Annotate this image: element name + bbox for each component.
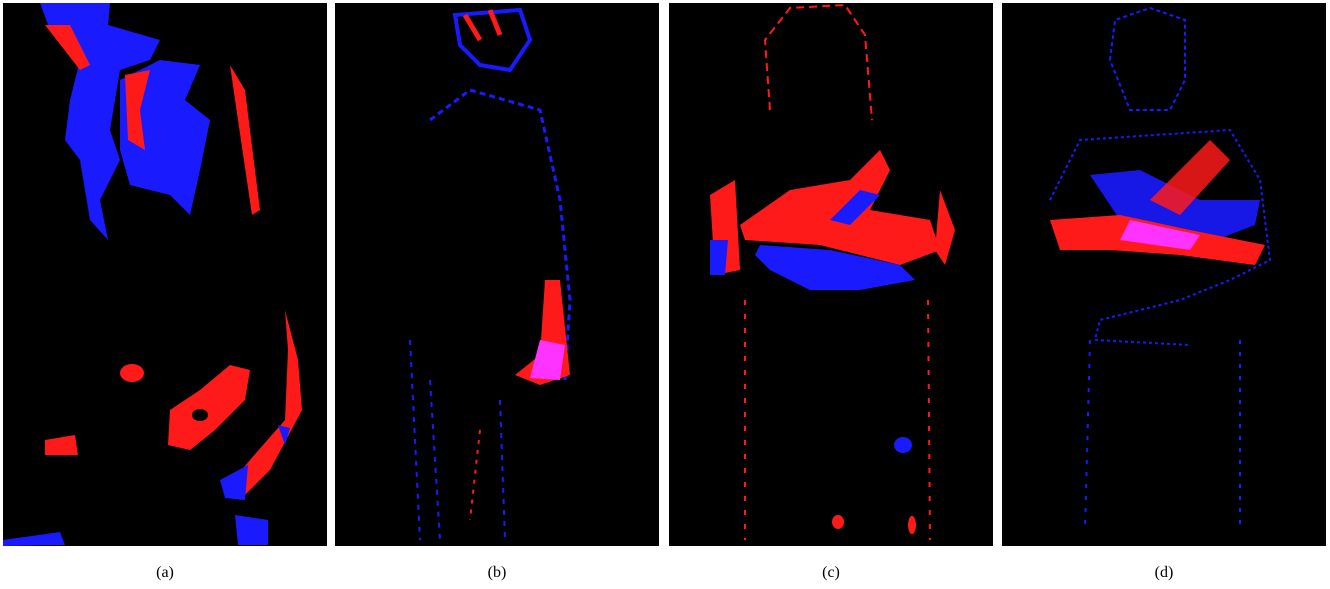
page: (a) (b) (c) (d) (() => { const data = JS… [0,0,1330,589]
panel-caption: (a) [156,564,174,581]
panel-caption: (d) [1155,564,1174,581]
panel-b-image [335,3,659,546]
figure: (a) (b) (c) (d) [0,0,1330,589]
panel-d-image [1002,3,1326,546]
panel-caption: (c) [822,564,840,581]
panel-a-image [3,3,327,546]
panel-c-image [669,3,993,546]
panel-caption: (b) [488,564,507,581]
